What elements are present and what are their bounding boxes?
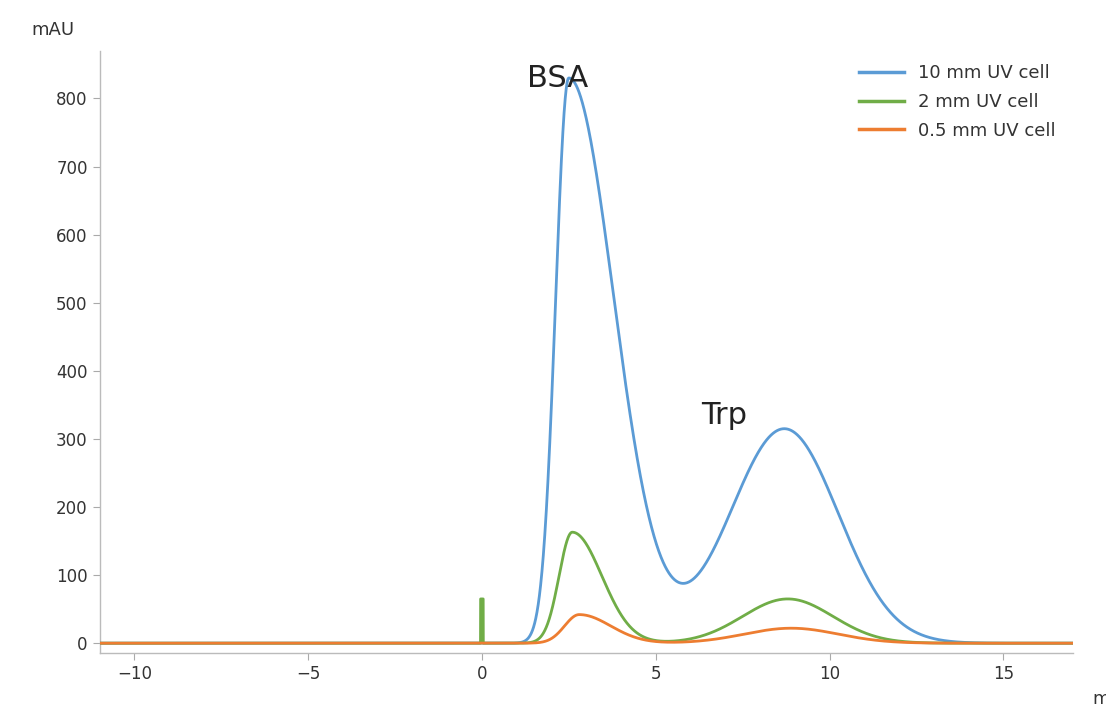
Text: BSA: BSA — [528, 65, 588, 94]
Text: mAU: mAU — [31, 21, 74, 38]
Legend: 10 mm UV cell, 2 mm UV cell, 0.5 mm UV cell: 10 mm UV cell, 2 mm UV cell, 0.5 mm UV c… — [852, 57, 1063, 147]
Text: ml: ml — [1093, 690, 1106, 708]
Text: Trp: Trp — [701, 401, 747, 431]
